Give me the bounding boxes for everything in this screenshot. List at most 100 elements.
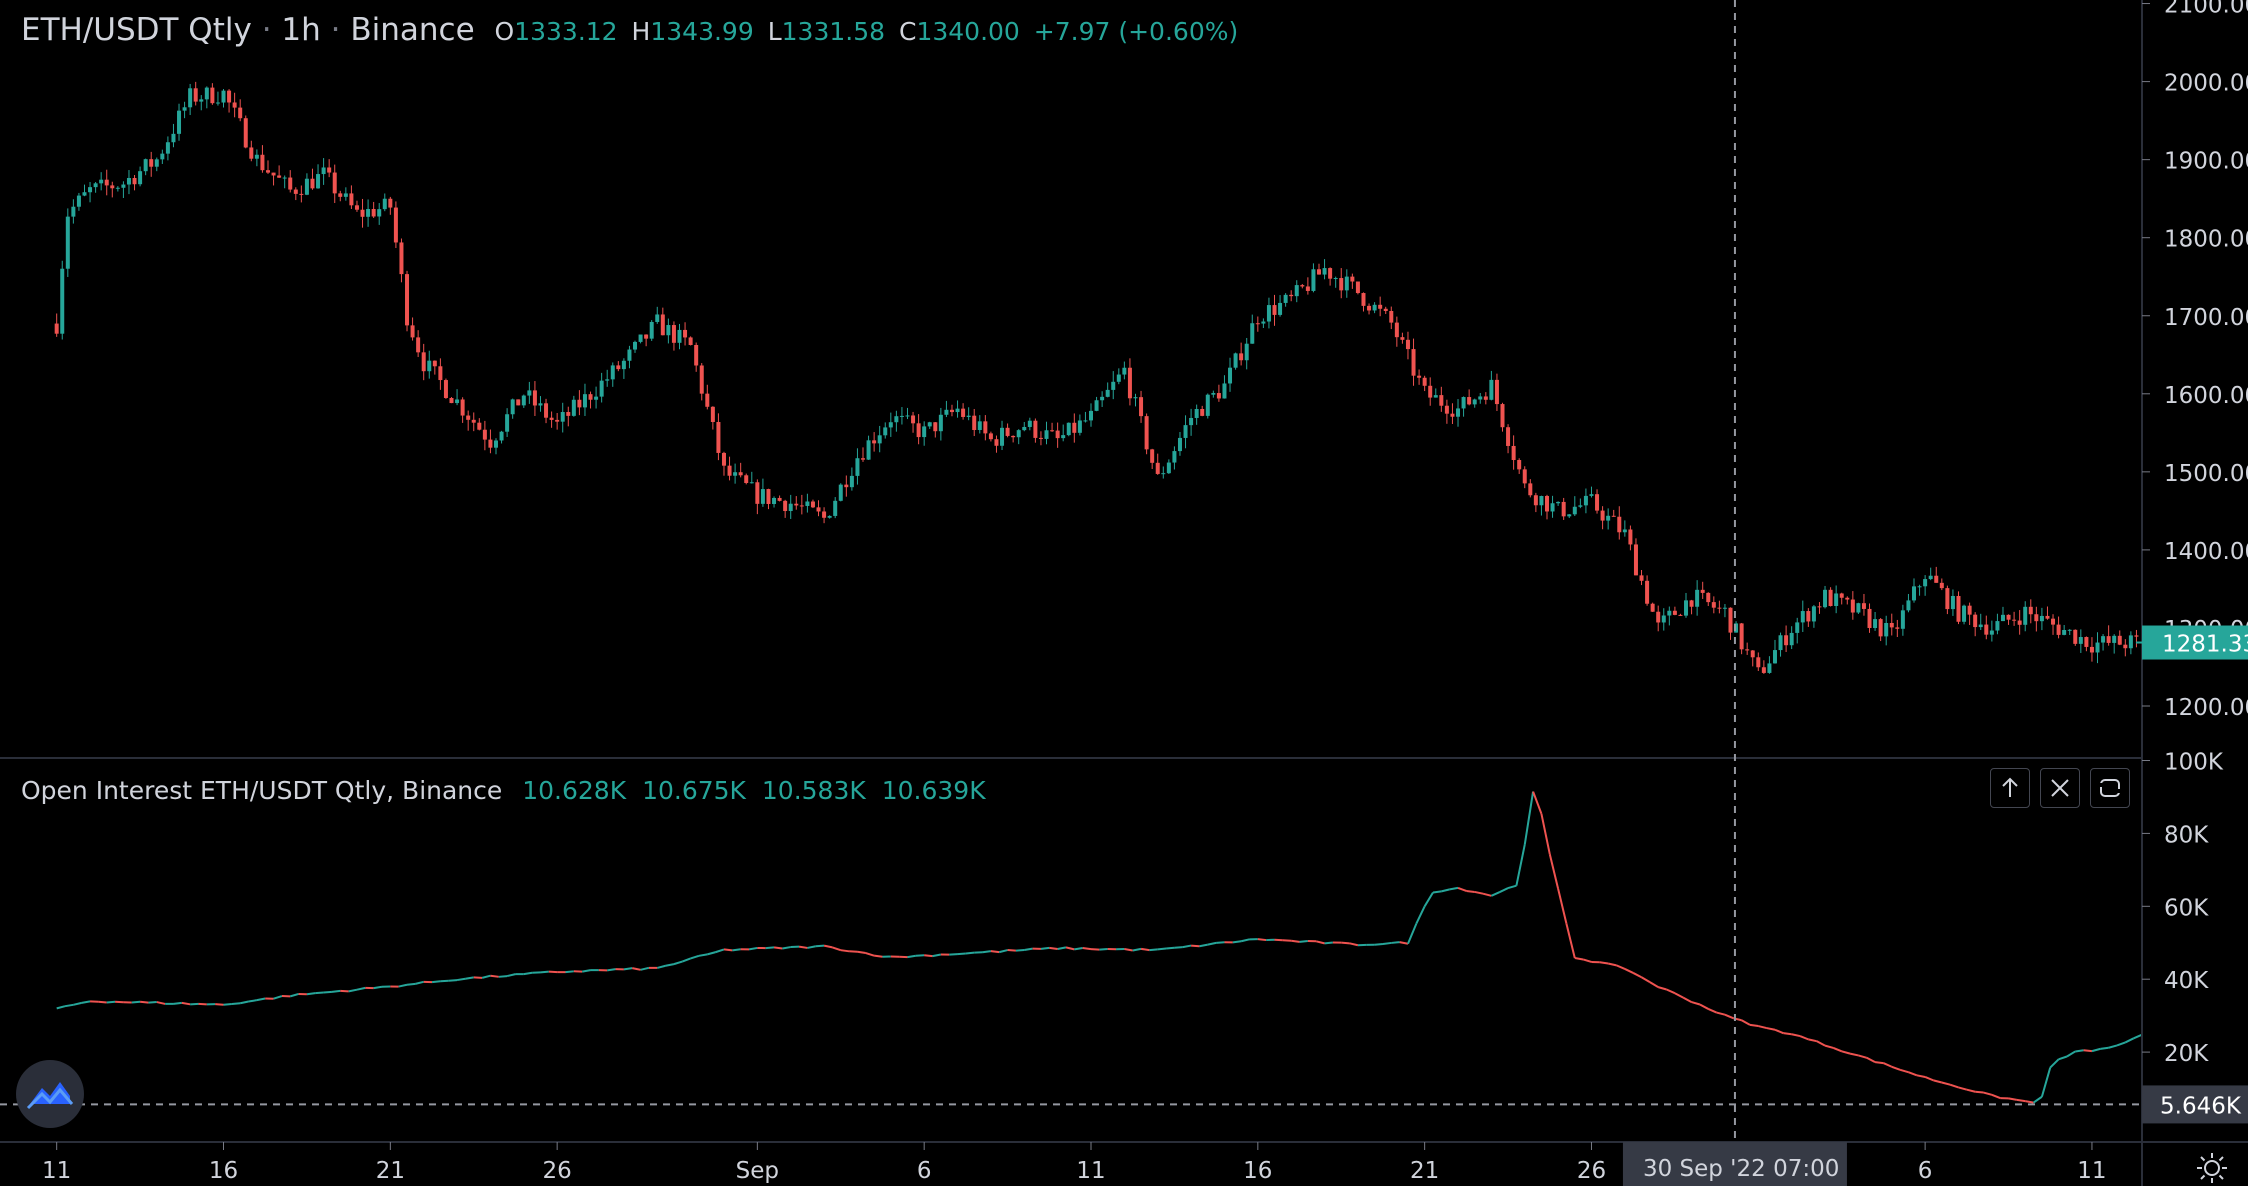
candle[interactable] bbox=[210, 87, 215, 104]
candle[interactable] bbox=[838, 484, 843, 501]
candle[interactable] bbox=[1011, 435, 1016, 438]
candle[interactable] bbox=[1200, 408, 1205, 416]
candle[interactable] bbox=[1233, 353, 1238, 368]
candle[interactable] bbox=[2134, 635, 2139, 637]
candle[interactable] bbox=[388, 198, 393, 208]
candle[interactable] bbox=[799, 505, 804, 507]
candle[interactable] bbox=[1255, 323, 1260, 325]
candle[interactable] bbox=[1834, 593, 1839, 606]
candle[interactable] bbox=[677, 329, 682, 343]
candle[interactable] bbox=[2051, 618, 2056, 625]
candle[interactable] bbox=[1989, 630, 1994, 635]
candle[interactable] bbox=[772, 497, 777, 504]
candle[interactable] bbox=[1756, 657, 1761, 668]
candle[interactable] bbox=[1689, 600, 1694, 607]
candle[interactable] bbox=[716, 421, 721, 453]
candle[interactable] bbox=[1339, 278, 1344, 291]
candle[interactable] bbox=[1189, 417, 1194, 426]
candle[interactable] bbox=[694, 344, 699, 366]
candle[interactable] bbox=[121, 184, 126, 188]
candle[interactable] bbox=[1166, 462, 1171, 474]
candle[interactable] bbox=[744, 475, 749, 484]
candle[interactable] bbox=[1633, 544, 1638, 576]
candle[interactable] bbox=[104, 179, 109, 186]
candle[interactable] bbox=[1439, 395, 1444, 406]
candle[interactable] bbox=[138, 171, 143, 185]
candle[interactable] bbox=[1478, 396, 1483, 400]
candle[interactable] bbox=[221, 90, 226, 103]
candle[interactable] bbox=[1600, 510, 1605, 521]
candle[interactable] bbox=[1272, 305, 1277, 315]
candle[interactable] bbox=[983, 421, 988, 434]
candle[interactable] bbox=[1328, 268, 1333, 279]
candle[interactable] bbox=[688, 337, 693, 345]
candle[interactable] bbox=[360, 209, 365, 217]
candle[interactable] bbox=[538, 403, 543, 406]
candle[interactable] bbox=[1044, 430, 1049, 439]
candle[interactable] bbox=[738, 472, 743, 476]
candle[interactable] bbox=[1322, 268, 1327, 275]
candle[interactable] bbox=[755, 482, 760, 504]
candle[interactable] bbox=[65, 216, 70, 269]
candle[interactable] bbox=[321, 167, 326, 175]
candle[interactable] bbox=[1861, 603, 1866, 609]
candle[interactable] bbox=[243, 118, 248, 148]
candle[interactable] bbox=[1873, 619, 1878, 628]
candle[interactable] bbox=[872, 440, 877, 444]
candle[interactable] bbox=[2089, 646, 2094, 653]
candle[interactable] bbox=[1111, 381, 1116, 390]
candle[interactable] bbox=[1472, 399, 1477, 405]
gear-icon[interactable] bbox=[2194, 1150, 2230, 1186]
candle[interactable] bbox=[1589, 494, 1594, 496]
candle[interactable] bbox=[1383, 308, 1388, 311]
candle[interactable] bbox=[160, 153, 165, 160]
maximize-pane-button[interactable] bbox=[2090, 768, 2130, 808]
candle[interactable] bbox=[1539, 496, 1544, 506]
candle[interactable] bbox=[1077, 420, 1082, 433]
candle[interactable] bbox=[994, 439, 999, 446]
candle[interactable] bbox=[1906, 600, 1911, 611]
candle[interactable] bbox=[405, 274, 410, 326]
candle[interactable] bbox=[165, 142, 170, 154]
candle[interactable] bbox=[366, 208, 371, 217]
candle[interactable] bbox=[2128, 635, 2133, 649]
candle[interactable] bbox=[1839, 593, 1844, 598]
candle[interactable] bbox=[1622, 529, 1627, 533]
candle[interactable] bbox=[1917, 586, 1922, 588]
candle[interactable] bbox=[71, 206, 76, 217]
candle[interactable] bbox=[1667, 610, 1672, 616]
candle[interactable] bbox=[410, 325, 415, 338]
candle[interactable] bbox=[1939, 582, 1944, 589]
candle[interactable] bbox=[966, 415, 971, 417]
candle[interactable] bbox=[1528, 483, 1533, 496]
candle[interactable] bbox=[393, 207, 398, 243]
candle[interactable] bbox=[1127, 367, 1132, 399]
candle[interactable] bbox=[438, 366, 443, 381]
candle[interactable] bbox=[1400, 337, 1405, 340]
candle[interactable] bbox=[1177, 437, 1182, 452]
candle[interactable] bbox=[2017, 620, 2022, 625]
candle[interactable] bbox=[1489, 379, 1494, 400]
candle[interactable] bbox=[338, 193, 343, 197]
candle[interactable] bbox=[961, 408, 966, 417]
candle[interactable] bbox=[443, 380, 448, 398]
candle[interactable] bbox=[527, 390, 532, 396]
candle[interactable] bbox=[54, 323, 59, 334]
candle[interactable] bbox=[1100, 396, 1105, 401]
candle[interactable] bbox=[1995, 621, 2000, 631]
candle[interactable] bbox=[477, 422, 482, 430]
candle[interactable] bbox=[76, 195, 81, 207]
candle[interactable] bbox=[582, 394, 587, 408]
candle[interactable] bbox=[1033, 420, 1038, 438]
candle[interactable] bbox=[254, 154, 259, 159]
candle[interactable] bbox=[577, 399, 582, 408]
oi-legend[interactable]: Open Interest ETH/USDT Qtly, Binance 10.… bbox=[21, 776, 986, 805]
candle[interactable] bbox=[1895, 627, 1900, 629]
candle[interactable] bbox=[1628, 529, 1633, 545]
candle[interactable] bbox=[154, 159, 159, 167]
candle[interactable] bbox=[1016, 430, 1021, 438]
candle[interactable] bbox=[1133, 397, 1138, 399]
candle[interactable] bbox=[627, 349, 632, 361]
candle[interactable] bbox=[299, 193, 304, 195]
candle[interactable] bbox=[1344, 276, 1349, 291]
